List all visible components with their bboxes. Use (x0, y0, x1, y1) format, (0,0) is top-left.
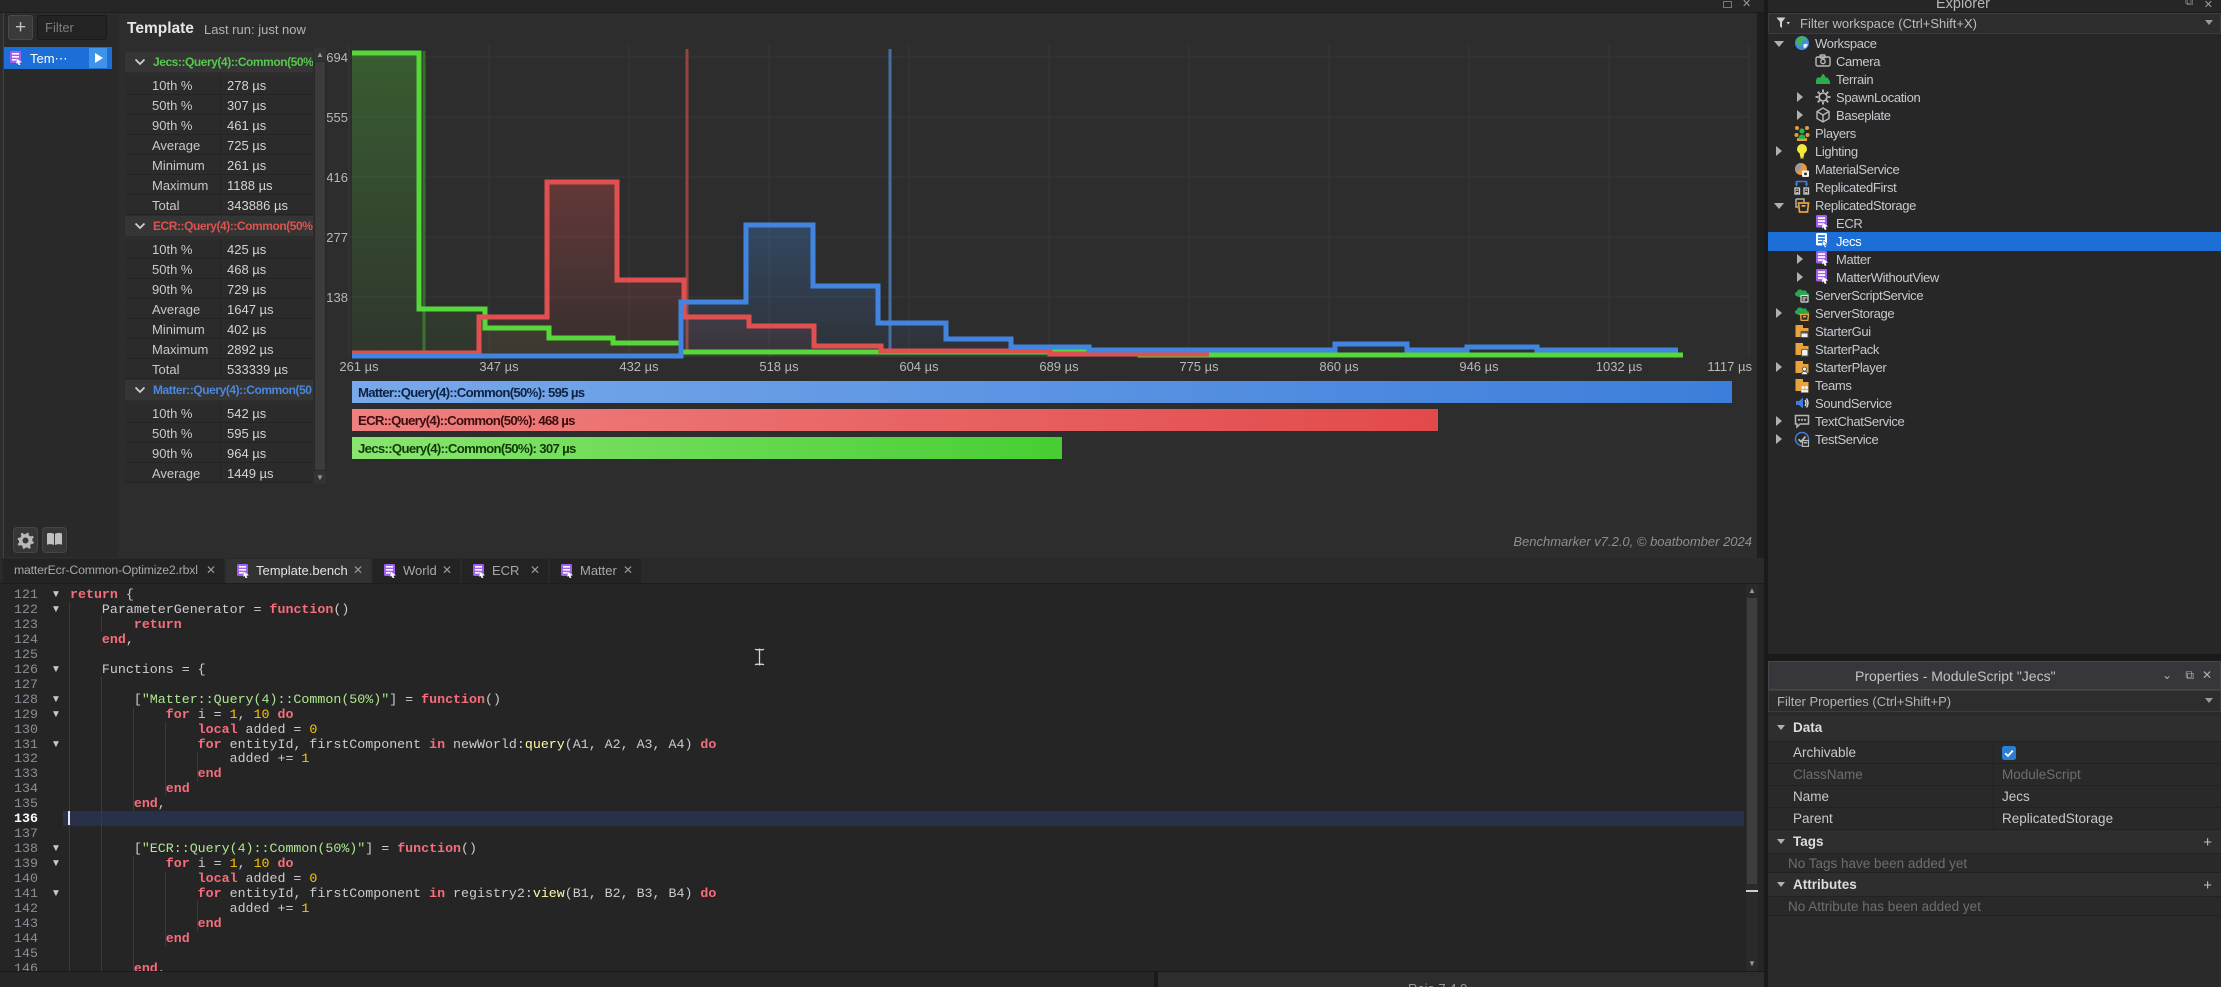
svg-text:261 µs: 261 µs (339, 359, 379, 374)
svg-text:Jecs::Query(4)::Common(50%): 3: Jecs::Query(4)::Common(50%): 307 µs (358, 441, 576, 456)
svg-text:416: 416 (327, 170, 348, 185)
svg-text:432 µs: 432 µs (619, 359, 659, 374)
svg-text:860 µs: 860 µs (1319, 359, 1359, 374)
svg-text:689 µs: 689 µs (1039, 359, 1079, 374)
svg-text:775 µs: 775 µs (1179, 359, 1219, 374)
svg-text:277: 277 (327, 230, 348, 245)
svg-text:694: 694 (327, 50, 348, 65)
svg-text:555: 555 (327, 110, 348, 125)
svg-text:347 µs: 347 µs (479, 359, 519, 374)
svg-text:138: 138 (327, 290, 348, 305)
svg-text:1117 µs: 1117 µs (1707, 359, 1752, 374)
svg-text:ECR::Query(4)::Common(50%): 46: ECR::Query(4)::Common(50%): 468 µs (358, 413, 575, 428)
svg-text:Matter::Query(4)::Common(50%):: Matter::Query(4)::Common(50%): 595 µs (358, 385, 585, 400)
svg-text:518 µs: 518 µs (759, 359, 799, 374)
svg-text:1032 µs: 1032 µs (1596, 359, 1643, 374)
svg-text:946 µs: 946 µs (1459, 359, 1499, 374)
svg-text:604 µs: 604 µs (899, 359, 939, 374)
